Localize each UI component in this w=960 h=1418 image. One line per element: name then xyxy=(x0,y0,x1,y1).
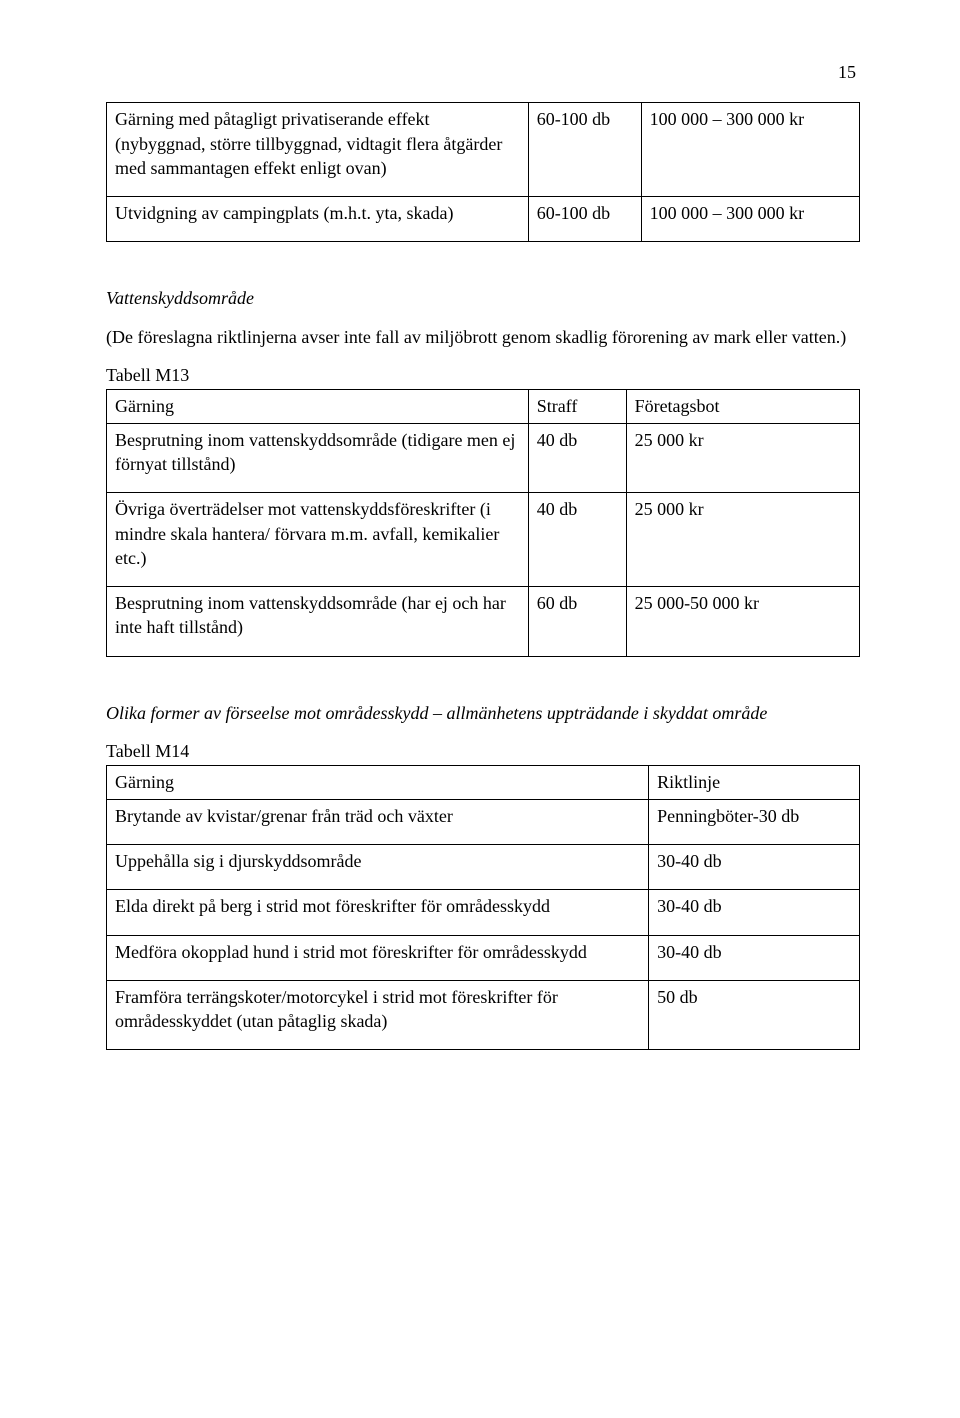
table-row: Besprutning inom vattenskyddsområde (har… xyxy=(107,587,860,657)
section-intro: (De föreslagna riktlinjerna avser inte f… xyxy=(106,325,860,349)
cell-fine: 100 000 – 300 000 kr xyxy=(641,103,859,197)
section-title-omradesskydd: Olika former av förseelse mot områdessky… xyxy=(106,701,860,725)
cell-guideline: 30-40 db xyxy=(649,935,860,980)
cell-label: Övriga överträdelser mot vattenskyddsför… xyxy=(107,493,529,587)
header-straff: Straff xyxy=(528,390,626,423)
cell-label: Elda direkt på berg i strid mot föreskri… xyxy=(107,890,649,935)
table-row: Besprutning inom vattenskyddsområde (tid… xyxy=(107,423,860,493)
section-title-vattenskydd: Vattenskyddsområde xyxy=(106,286,860,310)
cell-label: Besprutning inom vattenskyddsområde (har… xyxy=(107,587,529,657)
cell-label: Uppehålla sig i djurskyddsområde xyxy=(107,844,649,889)
table-row: Övriga överträdelser mot vattenskyddsför… xyxy=(107,493,860,587)
cell-guideline: 50 db xyxy=(649,980,860,1050)
cell-guideline: 30-40 db xyxy=(649,890,860,935)
table-row: Framföra terrängskoter/motorcykel i stri… xyxy=(107,980,860,1050)
header-garning: Gärning xyxy=(107,766,649,799)
cell-fine: 100 000 – 300 000 kr xyxy=(641,197,859,242)
table-row: Uppehålla sig i djurskyddsområde 30-40 d… xyxy=(107,844,860,889)
table-row: Gärning med påtagligt privatiserande eff… xyxy=(107,103,860,197)
cell-fine: 25 000-50 000 kr xyxy=(626,587,859,657)
cell-label: Framföra terrängskoter/motorcykel i stri… xyxy=(107,980,649,1050)
table-label-m14: Tabell M14 xyxy=(106,739,860,763)
cell-label: Utvidgning av campingplats (m.h.t. yta, … xyxy=(107,197,529,242)
cell-fine: 25 000 kr xyxy=(626,423,859,493)
header-garning: Gärning xyxy=(107,390,529,423)
cell-penalty: 60 db xyxy=(528,587,626,657)
cell-guideline: Penningböter-30 db xyxy=(649,799,860,844)
page-number: 15 xyxy=(106,60,860,84)
table-header-row: Gärning Straff Företagsbot xyxy=(107,390,860,423)
header-riktlinje: Riktlinje xyxy=(649,766,860,799)
cell-penalty: 60-100 db xyxy=(528,103,641,197)
header-foretagsbot: Företagsbot xyxy=(626,390,859,423)
cell-label: Gärning med påtagligt privatiserande eff… xyxy=(107,103,529,197)
table-label-m13: Tabell M13 xyxy=(106,363,860,387)
table-m14: Gärning Riktlinje Brytande av kvistar/gr… xyxy=(106,765,860,1050)
table-row: Medföra okopplad hund i strid mot föresk… xyxy=(107,935,860,980)
cell-label: Besprutning inom vattenskyddsområde (tid… xyxy=(107,423,529,493)
table-row: Elda direkt på berg i strid mot föreskri… xyxy=(107,890,860,935)
table-m13: Gärning Straff Företagsbot Besprutning i… xyxy=(106,389,860,656)
cell-label: Medföra okopplad hund i strid mot föresk… xyxy=(107,935,649,980)
cell-penalty: 60-100 db xyxy=(528,197,641,242)
table-header-row: Gärning Riktlinje xyxy=(107,766,860,799)
table-row: Utvidgning av campingplats (m.h.t. yta, … xyxy=(107,197,860,242)
cell-guideline: 30-40 db xyxy=(649,844,860,889)
cell-label: Brytande av kvistar/grenar från träd och… xyxy=(107,799,649,844)
table-1: Gärning med påtagligt privatiserande eff… xyxy=(106,102,860,242)
table-row: Brytande av kvistar/grenar från träd och… xyxy=(107,799,860,844)
cell-penalty: 40 db xyxy=(528,493,626,587)
cell-penalty: 40 db xyxy=(528,423,626,493)
cell-fine: 25 000 kr xyxy=(626,493,859,587)
